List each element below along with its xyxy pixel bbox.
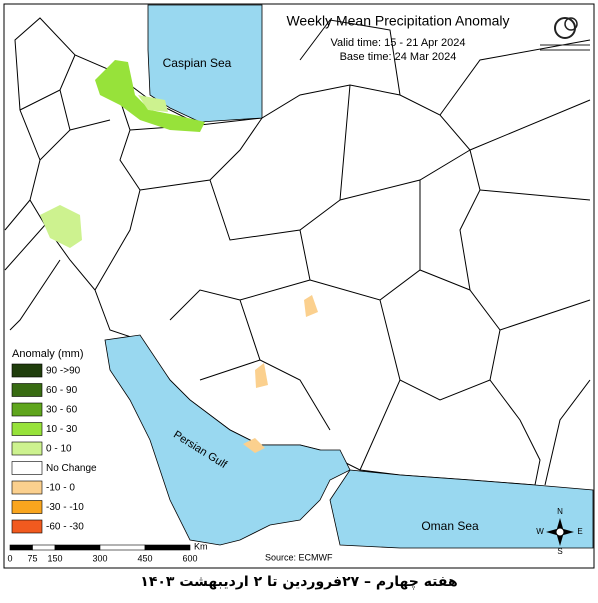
logo [540,17,590,51]
compass-s: S [557,547,562,556]
legend-title: Anomaly (mm) [12,348,84,360]
legend-label: 10 - 30 [46,424,78,435]
compass-e: E [577,527,582,536]
legend-swatch [11,363,43,378]
anomaly-patch [255,363,268,388]
anomaly-patch [243,438,265,453]
legend-label: -30 - -10 [46,502,84,513]
legend-label: -60 - -30 [46,522,84,533]
scale-tick-label: 300 [92,553,107,563]
persian-gulf [104,334,351,546]
sea-label: Caspian Sea [163,56,232,70]
scale-tick-label: 0 [7,553,12,563]
scale-tick-label: 600 [182,553,197,563]
legend-swatch [11,519,43,534]
compass: N E S W [536,507,582,556]
scale-segment [9,544,33,551]
legend-swatch [11,422,43,436]
legend-label: 30 - 60 [46,405,78,416]
sea-label: Oman Sea [421,519,479,533]
scale-segment [99,544,146,551]
anomaly-patch [304,295,318,317]
legend: Anomaly (mm) 90 ->90 60 - 90 30 - 60 10 - 3… [11,348,97,534]
scale-segment [32,544,56,551]
scale-segment [144,544,191,551]
compass-w: W [536,527,544,536]
anomaly-patch [40,205,82,248]
base-time: Base time: 24 Mar 2024 [340,51,457,63]
anomaly-patch [138,95,168,112]
legend-label: No Change [46,463,97,474]
legend-swatch [11,480,43,495]
scale-tick-label: 450 [137,553,152,563]
legend-label: 90 ->90 [46,366,81,377]
scale-tick-label: 75 [27,553,37,563]
legend-swatch [11,383,43,397]
legend-label: -10 - 0 [46,483,75,494]
legend-swatch [11,441,43,456]
scale-bar: 0 75 150 300 450 600 Km [7,541,207,563]
caption: هفته چهارم – ۲۷فروردین تا ۲ اردیبهشت ۱۴۰… [140,574,457,590]
legend-swatch [11,402,43,417]
scale-segment [54,544,101,551]
legend-swatch [11,500,43,514]
compass-n: N [557,507,563,516]
legend-swatch [11,461,43,475]
province-borders [4,19,591,486]
legend-label: 60 - 90 [46,385,78,396]
legend-label: 0 - 10 [46,444,72,455]
oman-sea [329,469,594,549]
source: Source: ECMWF [265,552,333,562]
scale-tick-label: 150 [47,553,62,563]
scale-unit: Km [194,541,208,551]
valid-time: Valid time: 15 - 21 Apr 2024 [331,37,466,49]
title: Weekly Mean Precipitation Anomaly [286,13,509,29]
anomaly-patch [95,60,205,132]
